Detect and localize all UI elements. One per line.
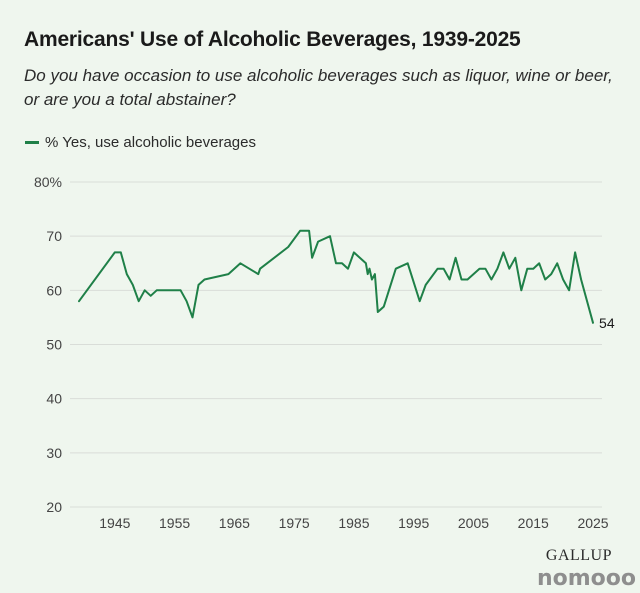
- line-chart: 20 30 40 50 60 70 80% 1945 1955 1965 1975 1985 1995 2…: [34, 174, 615, 531]
- y-tick-label: 70: [46, 228, 62, 244]
- chart-subtitle: Do you have occasion to use alcoholic be…: [24, 66, 613, 109]
- watermark: nomooo: [536, 566, 636, 591]
- chart-title: Americans' Use of Alcoholic Beverages, 1…: [24, 28, 521, 51]
- x-tick-label: 1985: [338, 515, 369, 531]
- y-tick-label: 50: [46, 337, 62, 353]
- series-line: [78, 229, 594, 324]
- y-tick-label: 30: [46, 445, 62, 461]
- x-tick-label: 2005: [458, 515, 489, 531]
- x-tick-label: 2015: [518, 515, 549, 531]
- y-tick-label: 80%: [34, 174, 62, 190]
- legend: % Yes, use alcoholic beverages: [25, 134, 256, 151]
- y-tick-label: 20: [46, 499, 62, 515]
- x-tick-label: 2025: [577, 515, 608, 531]
- x-tick-label: 1945: [99, 515, 130, 531]
- legend-label: % Yes, use alcoholic beverages: [45, 134, 256, 151]
- y-tick-label: 40: [46, 391, 62, 407]
- end-value-label: 54: [599, 315, 615, 331]
- x-tick-label: 1955: [159, 515, 190, 531]
- gallup-logo: GALLUP: [545, 547, 612, 564]
- y-tick-label: 60: [46, 282, 62, 298]
- x-tick-label: 1965: [219, 515, 250, 531]
- x-tick-label: 1975: [279, 515, 310, 531]
- x-tick-label: 1995: [398, 515, 429, 531]
- legend-swatch: [25, 141, 39, 144]
